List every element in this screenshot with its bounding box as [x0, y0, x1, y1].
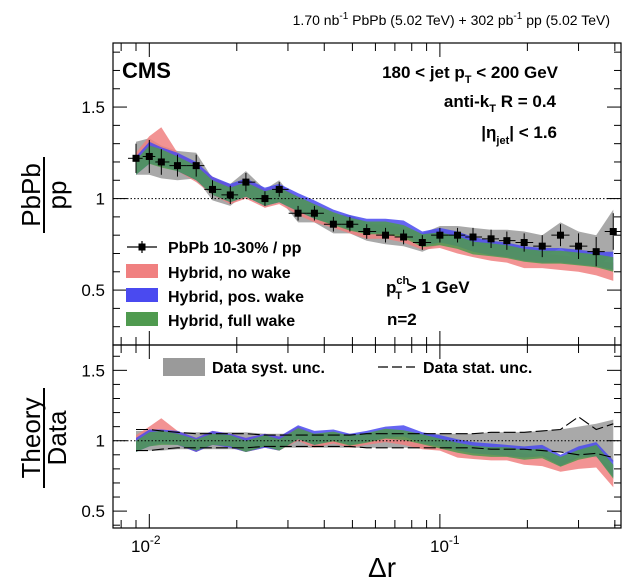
stat-upper-line: [136, 416, 614, 436]
y-tick-label: 1.5: [81, 361, 105, 380]
data-point: [604, 213, 621, 250]
legend-label-syst: Data syst. unc.: [212, 360, 325, 377]
x-axis-label: Δr: [368, 552, 396, 579]
data-point: [155, 149, 170, 175]
legend-label-full-wake: Hybrid, full wake: [168, 313, 295, 330]
band-full-wake-bottom: [136, 428, 614, 479]
data-point: [306, 205, 324, 221]
svg-text:pp: pp: [42, 181, 72, 210]
band-full-wake-top: [136, 145, 614, 272]
y-axis-label-top: PbPb pp: [16, 157, 72, 233]
data-point: [288, 205, 307, 221]
y-tick-label: 1.5: [81, 98, 105, 117]
data-point: [587, 237, 605, 267]
legend-item-full-wake: Hybrid, full wake: [126, 312, 295, 330]
legend-bottom: Data syst. unc. Data stat. unc.: [163, 358, 532, 377]
legend-label-no-wake: Hybrid, no wake: [168, 265, 291, 282]
y-tick-label: 1: [96, 190, 105, 209]
band-no-wake-top: [136, 127, 614, 281]
data-point: [412, 235, 432, 250]
swatch-pos-wake: [126, 288, 158, 302]
data-points-top: [128, 140, 621, 267]
lumi-header: 1.70 nb-1 PbPb (5.02 TeV) + 302 pb-1 pp …: [293, 11, 610, 28]
legend-label-pos-wake: Hybrid, pos. wake: [168, 289, 304, 306]
data-point: [128, 143, 143, 173]
data-point: [465, 227, 483, 247]
bottom-panel-frame: [112, 344, 622, 529]
data-point: [204, 180, 222, 199]
svg-text:Theory: Theory: [16, 398, 46, 479]
data-stat-lines: [136, 416, 614, 459]
swatch-full-wake: [126, 312, 158, 326]
algorithm-label: anti-kT R = 0.4: [444, 92, 557, 115]
data-point: [533, 235, 552, 258]
legend-item-data: PbPb 10-30% / pp: [127, 240, 302, 257]
n-label: n=2: [387, 310, 417, 329]
experiment-label: CMS: [122, 58, 171, 83]
svg-text:PbPb: PbPb: [16, 163, 46, 227]
top-panel-ticks: 0.5 1 1.5: [81, 43, 621, 346]
stat-lower-line: [136, 445, 614, 459]
legend-item-pos-wake: Hybrid, pos. wake: [126, 288, 304, 306]
data-point: [394, 229, 413, 245]
y-tick-label: 0.5: [81, 502, 105, 521]
y-tick-label: 1: [96, 432, 105, 451]
data-point: [341, 216, 359, 232]
theory-bands-bottom: [136, 418, 614, 488]
jet-pt-label: 180 < jet pT < 200 GeV: [382, 63, 559, 86]
data-point: [482, 229, 499, 248]
data-point: [448, 227, 466, 243]
theory-bands-top: [136, 127, 614, 281]
data-point: [551, 224, 570, 247]
x-tick-label-0.01: 10-2: [131, 533, 161, 556]
data-point: [221, 185, 239, 205]
y-tick-label: 0.5: [81, 281, 105, 300]
data-point: [515, 233, 534, 252]
data-point: [142, 140, 156, 173]
legend-label-data: PbPb 10-30% / pp: [168, 240, 302, 257]
legend-item-no-wake: Hybrid, no wake: [126, 264, 291, 282]
data-point: [186, 154, 205, 177]
swatch-no-wake: [126, 264, 158, 278]
legend-label-stat: Data stat. unc.: [423, 360, 532, 377]
data-point: [431, 227, 449, 243]
data-point: [498, 231, 516, 250]
data-point: [358, 224, 377, 239]
theory-data-panel: 0.511.5 Data syst. unc. Data stat. unc. …: [16, 344, 622, 579]
svg-text:Data: Data: [42, 410, 72, 465]
swatch-syst: [163, 358, 205, 376]
ratio-panel: 0.5 1 1.5 CMS 180 < jet pT < 200 GeV anti-…: [16, 42, 622, 346]
track-pt-label: pch T > 1 GeV: [386, 275, 470, 302]
data-point: [376, 227, 395, 243]
data-point: [238, 172, 256, 192]
data-point: [323, 216, 342, 232]
data-point: [569, 233, 588, 259]
y-axis-label-bottom: Theory Data: [16, 388, 72, 488]
data-point: [169, 154, 187, 177]
x-tick-label-0.1: 10-1: [430, 533, 460, 556]
eta-label: |ηjet| < 1.6: [481, 123, 557, 147]
legend-top: PbPb 10-30% / pp Hybrid, no wake Hybrid,…: [126, 240, 304, 330]
data-point: [272, 182, 289, 197]
bottom-panel-ticks: 0.5 1 1.5: [81, 345, 621, 528]
